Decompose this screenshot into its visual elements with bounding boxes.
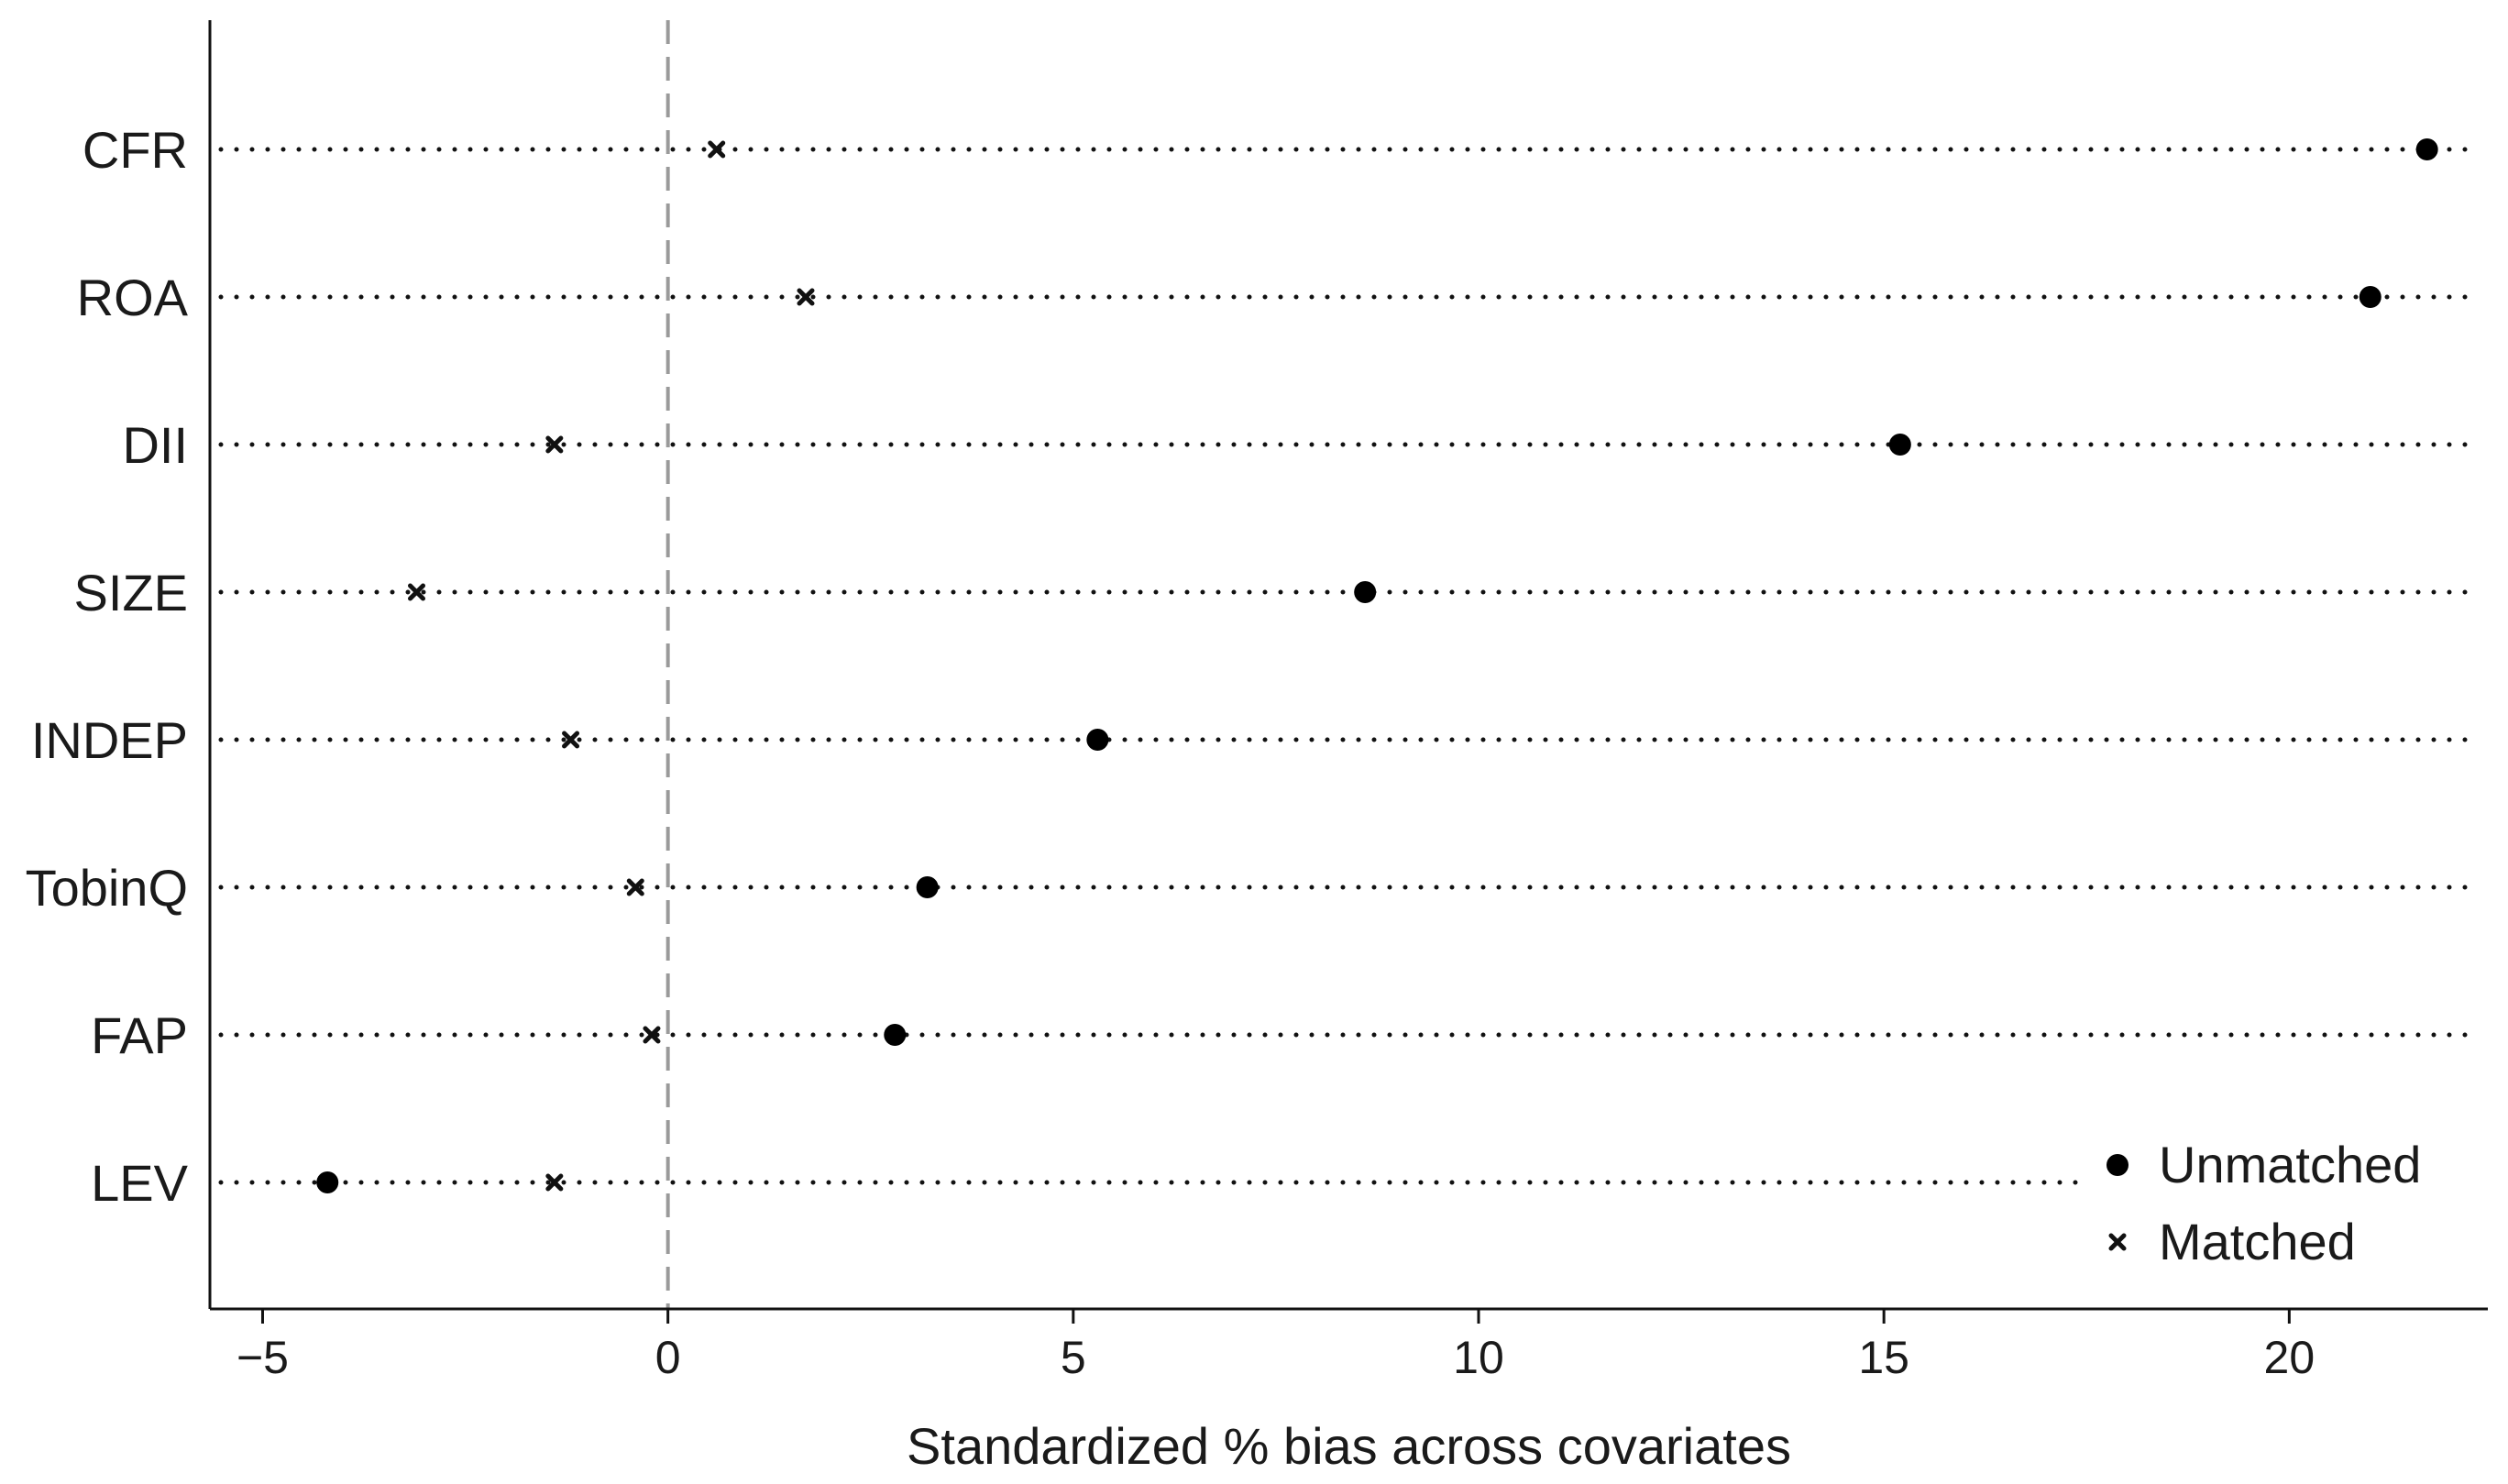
category-label-roa: ROA (77, 269, 189, 326)
x-ticks: −5 0 5 10 15 20 (236, 1309, 2315, 1383)
category-label-size: SIZE (74, 564, 188, 621)
x-tick-label-15: 15 (1858, 1332, 1909, 1383)
matched-point-fap (643, 1026, 661, 1044)
category-label-lev: LEV (91, 1154, 188, 1212)
category-label-cfr: CFR (82, 121, 188, 179)
unmatched-point-tobinq (916, 876, 939, 898)
legend-marker-unmatched (2106, 1154, 2128, 1176)
category-label-dii: DII (122, 416, 188, 474)
x-tick-label-0: 0 (655, 1332, 681, 1383)
x-tick-label-10: 10 (1453, 1332, 1504, 1383)
legend-label-unmatched: Unmatched (2159, 1136, 2421, 1193)
unmatched-point-roa (2359, 286, 2382, 308)
category-label-indep: INDEP (31, 711, 188, 769)
matched-point-cfr (708, 140, 726, 159)
matched-point-indep (562, 731, 580, 749)
category-label-fap: FAP (91, 1006, 188, 1064)
category-label-tobinq: TobinQ (26, 859, 188, 917)
unmatched-point-indep (1086, 729, 1109, 751)
legend-marker-matched (2108, 1233, 2127, 1251)
legend: Unmatched Matched (2106, 1136, 2421, 1270)
matched-point-tobinq (626, 878, 644, 896)
axes (208, 20, 2488, 1311)
unmatched-point-dii (1888, 434, 1911, 456)
matched-point-dii (545, 435, 564, 454)
data-points (316, 138, 2438, 1193)
guide-lines (218, 147, 2483, 1185)
unmatched-point-fap (884, 1024, 907, 1046)
matched-point-size (408, 583, 426, 601)
category-labels: CFR ROA DII SIZE INDEP TobinQ FAP LEV (26, 121, 189, 1212)
legend-label-matched: Matched (2159, 1213, 2356, 1270)
unmatched-point-lev (316, 1171, 339, 1193)
unmatched-point-cfr (2415, 138, 2438, 160)
x-tick-label-5: 5 (1061, 1332, 1086, 1383)
unmatched-point-size (1354, 581, 1377, 603)
x-axis-title: Standardized % bias across covariates (907, 1417, 1791, 1475)
matched-point-lev (545, 1173, 564, 1192)
matched-point-roa (797, 288, 815, 306)
x-tick-label--5: −5 (236, 1332, 289, 1383)
x-tick-label-20: 20 (2264, 1332, 2316, 1383)
